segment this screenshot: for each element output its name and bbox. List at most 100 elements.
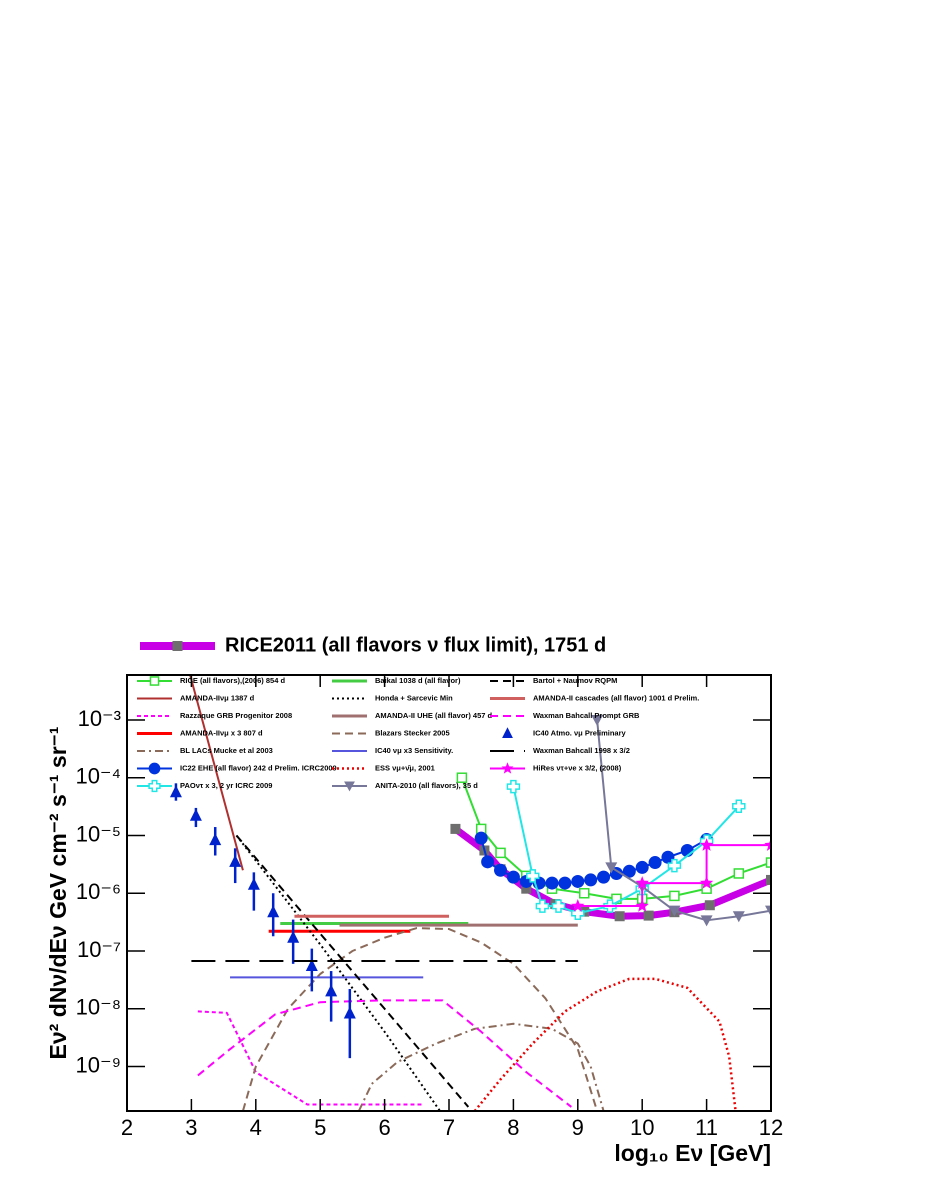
marker	[189, 808, 202, 821]
marker	[648, 856, 662, 870]
marker	[591, 714, 604, 726]
series-line	[512, 786, 740, 915]
marker	[668, 905, 681, 917]
marker	[267, 905, 280, 918]
y-axis-title: Eν² dNν/dEν GeV cm⁻² s⁻¹ sr⁻¹	[45, 727, 71, 1060]
legend-label: IC40 νμ x3 Sensitivity.	[375, 746, 453, 755]
marker	[766, 874, 771, 885]
series-line	[357, 1022, 605, 1111]
marker	[535, 899, 550, 913]
marker	[456, 772, 468, 783]
legend-label: ANITA-2010 (all flavors), 35 d	[375, 781, 478, 790]
marker	[732, 911, 745, 923]
marker	[558, 876, 572, 890]
marker	[502, 727, 513, 738]
marker	[732, 799, 746, 814]
marker	[506, 870, 520, 884]
x-tick-label: 10	[630, 1115, 654, 1140]
marker	[699, 876, 714, 889]
marker	[614, 911, 625, 922]
legend-label: Honda + Sarcevic Min	[375, 693, 453, 702]
x-tick-label: 5	[314, 1115, 326, 1140]
series-line	[197, 1010, 424, 1106]
marker	[597, 870, 611, 884]
y-tick-label: 10⁻³	[78, 706, 121, 731]
marker	[578, 887, 590, 899]
marker	[495, 847, 506, 859]
marker	[765, 857, 771, 868]
marker	[545, 876, 559, 890]
marker	[506, 779, 521, 794]
marker	[765, 905, 771, 917]
marker	[571, 906, 585, 921]
series-line	[241, 927, 599, 1111]
legend-label: Blazars Stecker 2005	[375, 728, 450, 737]
marker	[635, 899, 649, 912]
marker	[704, 900, 715, 911]
legend-label: Waxman Bahcall 1998 x 3/2	[533, 746, 630, 755]
series-line	[473, 977, 737, 1111]
legend-label: ESS νμ+ν̄μ, 2001	[375, 763, 435, 772]
x-tick-label: 9	[572, 1115, 584, 1140]
legend-label: PAOντ x 3, 2 yr ICRC 2009	[180, 781, 272, 790]
y-tick-label: 10⁻⁹	[75, 1052, 121, 1077]
marker	[344, 781, 355, 792]
legend-label: Baikal 1038 d (all flavor)	[375, 676, 461, 685]
marker	[474, 831, 488, 845]
marker	[501, 762, 514, 774]
marker	[148, 762, 161, 775]
y-tick-label: 10⁻⁶	[76, 879, 121, 904]
marker	[305, 959, 318, 972]
marker	[667, 858, 682, 873]
x-tick-label: 12	[759, 1115, 783, 1140]
marker	[494, 863, 508, 877]
marker	[551, 899, 566, 913]
marker	[247, 877, 260, 890]
marker	[764, 838, 771, 851]
x-tick-label: 7	[443, 1115, 455, 1140]
series-line	[577, 844, 771, 908]
marker	[622, 864, 636, 878]
legend-label: Waxman Bahcall Prompt GRB	[533, 711, 640, 720]
marker	[635, 860, 649, 874]
series-line	[235, 834, 441, 1111]
x-tick-label: 8	[507, 1115, 519, 1140]
x-tick-label: 4	[250, 1115, 262, 1140]
y-tick-label: 10⁻⁵	[76, 821, 121, 846]
marker	[635, 876, 649, 889]
marker	[571, 899, 585, 912]
legend-label: AMANDA-IIνμ x 3 807 d	[180, 728, 263, 737]
legend-label: IC22 EHE (all flavor) 242 d Prelim. ICRC…	[180, 763, 337, 772]
marker	[669, 890, 680, 902]
marker	[525, 869, 540, 883]
marker	[325, 984, 338, 997]
marker	[643, 910, 654, 921]
marker	[450, 823, 461, 834]
legend-label: BL LACs Mucke et al 2003	[180, 746, 273, 755]
plot-area	[169, 675, 771, 1111]
legend-label: Bartol + Naumov RQPM	[533, 676, 617, 685]
marker	[287, 930, 300, 943]
marker	[605, 862, 618, 874]
legend-label: RICE2011 (all flavors ν flux limit), 175…	[225, 634, 606, 656]
x-tick-label: 6	[378, 1115, 390, 1140]
legend-label: AMANDA-II cascades (all flavor) 1001 d P…	[533, 693, 699, 702]
legend-label: HiRes ντ+νe x 3/2, (2008)	[533, 763, 622, 772]
series-line	[197, 999, 572, 1108]
marker	[571, 874, 585, 888]
x-tick-label: 11	[695, 1115, 718, 1140]
marker	[609, 866, 623, 880]
y-tick-label: 10⁻⁷	[77, 937, 121, 962]
y-tick-label: 10⁻⁴	[75, 764, 121, 789]
marker	[733, 868, 745, 879]
marker	[149, 676, 160, 686]
legend: RICE2011 (all flavors ν flux limit), 175…	[137, 634, 699, 793]
marker	[700, 915, 713, 927]
series-line	[235, 834, 470, 1108]
marker	[169, 785, 182, 798]
legend-label: AMANDA-II UHE (all flavor) 457 d	[375, 711, 493, 720]
marker	[521, 883, 532, 894]
